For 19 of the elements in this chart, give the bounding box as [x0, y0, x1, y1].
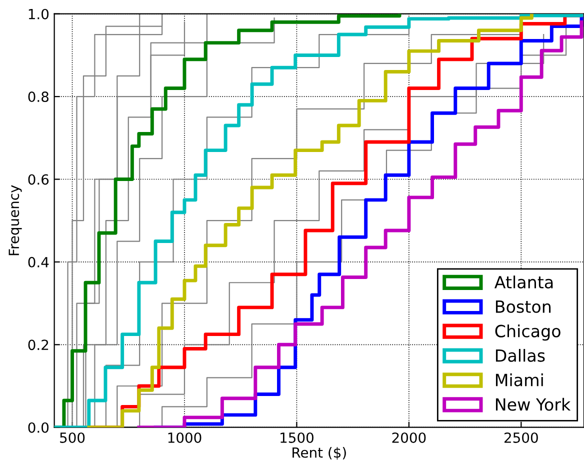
- legend-label: Chicago: [495, 324, 560, 341]
- y-tick-label: 0.0: [28, 422, 49, 433]
- y-tick-label: 0.2: [28, 340, 48, 350]
- legend-label: Miami: [496, 373, 543, 386]
- y-tick-label: 0.8: [28, 92, 48, 102]
- x-tick-label: 500: [60, 432, 85, 443]
- x-axis-title: Rent ($): [292, 447, 346, 460]
- x-tick-label: 2500: [504, 432, 538, 443]
- y-tick-label: 0.4: [28, 256, 49, 268]
- legend-label: New York: [496, 398, 571, 411]
- legend-label: Boston: [496, 300, 551, 313]
- y-tick-label: 0.6: [28, 174, 49, 185]
- legend-label: Atlanta: [494, 276, 553, 288]
- y-tick-label: 1.0: [28, 8, 49, 20]
- x-tick-label: 2000: [392, 432, 426, 443]
- x-tick-label: 1500: [280, 432, 314, 443]
- y-axis-title: Frequency: [8, 185, 22, 256]
- legend-label: Dallas: [496, 348, 545, 362]
- x-tick-label: 1000: [168, 432, 202, 443]
